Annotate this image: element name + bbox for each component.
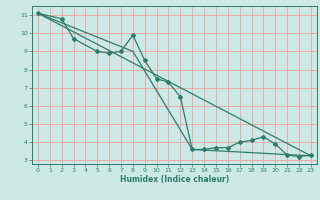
X-axis label: Humidex (Indice chaleur): Humidex (Indice chaleur): [120, 175, 229, 184]
